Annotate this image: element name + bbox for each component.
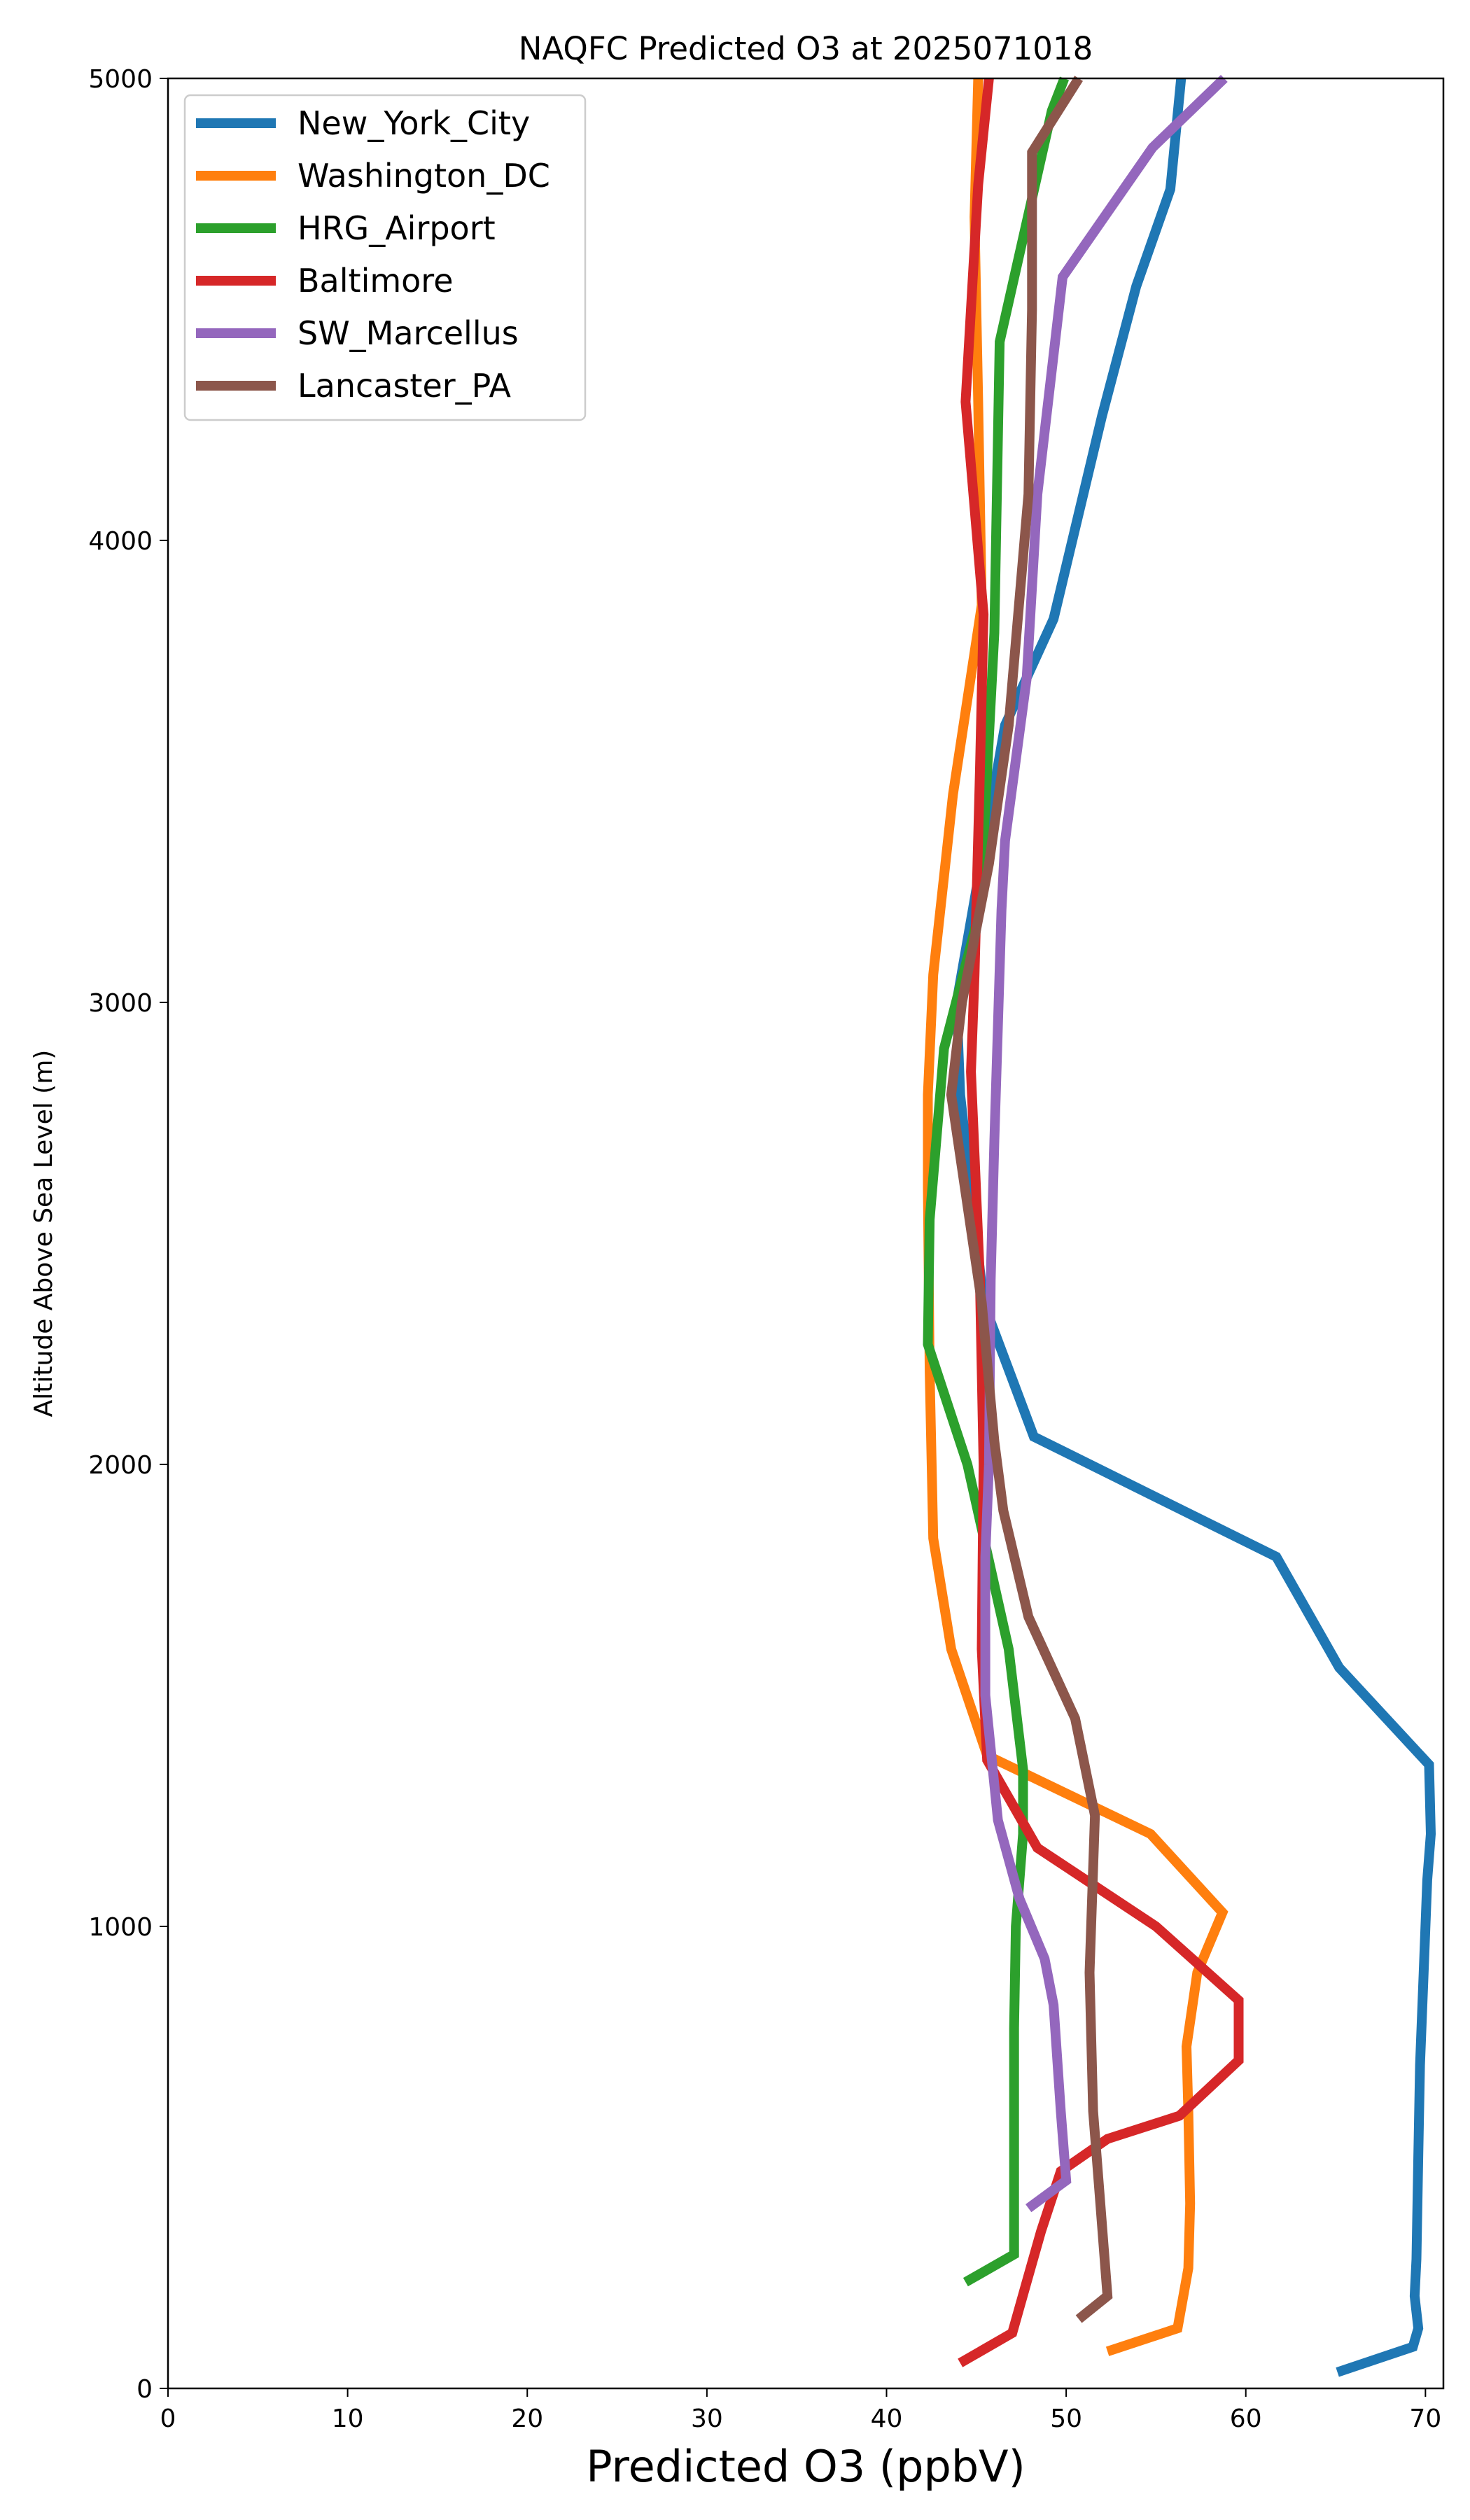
x-tick-label: 70 [1409,2404,1441,2433]
y-axis-label: Altitude Above Sea Level (m) [29,1050,58,1418]
y-tick-label: 0 [136,2375,153,2404]
y-ticks: 0 1000 2000 3000 4000 5000 [88,65,168,2404]
series-layer [923,74,1436,2377]
legend-label: HRG_Airport [298,209,496,247]
legend-items: New_York_City Washington_DC HRG_Airport Bal… [196,104,550,405]
x-axis-label: Predicted O3 (ppbV) [586,2441,1026,2492]
series-line-sw-marcellus [980,74,1228,2213]
x-tick-label: 60 [1230,2404,1262,2433]
series-line-new-york-city [951,78,1436,2377]
legend-label: SW_Marcellus [298,314,519,352]
series-line-baltimore [958,78,1244,2367]
axes-frame [167,77,1445,2390]
legend-label: New_York_City [298,104,530,142]
legend-label: Washington_DC [298,157,550,195]
y-tick-label: 2000 [88,1451,153,1480]
legend: New_York_City Washington_DC HRG_Airport Bal… [183,94,587,421]
x-tick-label: 30 [691,2404,723,2433]
x-tick-label: 50 [1050,2404,1082,2433]
legend-frame [183,94,587,421]
y-tick-label: 1000 [88,1913,153,1942]
legend-label: Lancaster_PA [298,367,511,405]
series-line-lancaster-pa [946,76,1113,2323]
x-ticks: 0 10 20 30 40 50 60 70 [160,2388,1441,2433]
legend-label: Baltimore [298,262,454,300]
y-tick-label: 3000 [88,989,153,1018]
chart-title: NAQFC Predicted O3 at 2025071018 [519,30,1093,67]
x-tick-label: 0 [160,2404,176,2433]
y-tick-label: 5000 [88,65,153,94]
x-tick-label: 20 [511,2404,543,2433]
y-tick-label: 4000 [88,527,153,556]
x-tick-label: 40 [871,2404,903,2433]
x-tick-label: 10 [332,2404,364,2433]
series-line-washington-dc [923,78,1228,2356]
